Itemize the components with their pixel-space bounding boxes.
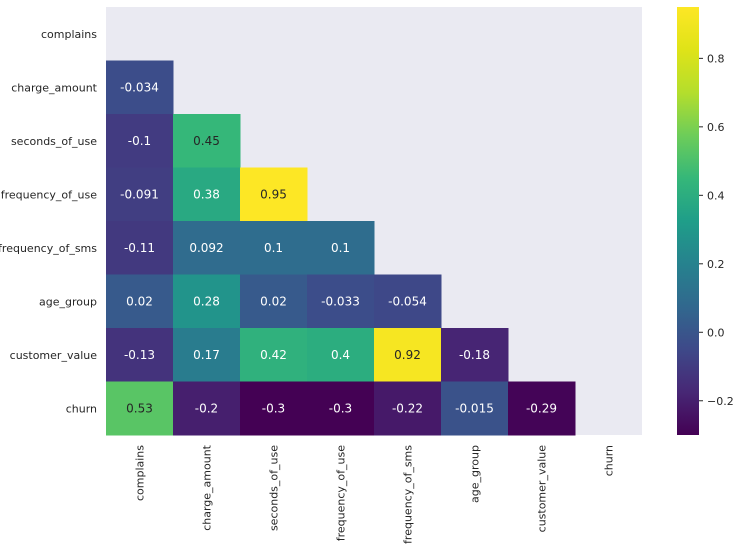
row-tick-label: customer_value <box>10 349 98 362</box>
heatmap-cell <box>173 381 241 436</box>
cell-value-label: -0.29 <box>526 401 557 415</box>
heatmap-cell <box>173 221 241 275</box>
cell-value-label: -0.015 <box>455 401 494 415</box>
heatmap-cell <box>240 221 308 275</box>
row-tick-label: frequency_of_use <box>1 188 97 201</box>
heatmap-cell <box>307 328 375 382</box>
column-tick-label: customer_value <box>536 445 549 533</box>
heatmap-cell <box>106 114 174 168</box>
cell-value-label: 0.42 <box>260 348 287 362</box>
heatmap-cell <box>106 328 174 382</box>
column-tick-label: charge_amount <box>201 444 214 530</box>
heatmap-cell <box>106 381 174 436</box>
cell-value-labels: -0.034 -0.1 0.45 -0.091 0.38 0.95 -0.11 0.092 0.… <box>120 80 557 415</box>
cell-value-label: 0.02 <box>126 294 153 308</box>
row-tick-label: age_group <box>39 295 97 308</box>
heatmap-cell <box>374 274 442 329</box>
heatmap-cell <box>173 114 241 168</box>
cell-value-label: 0.95 <box>260 187 287 201</box>
cell-value-label: 0.1 <box>331 241 350 255</box>
colorbar-tick-label: 0.6 <box>707 121 725 134</box>
cell-value-label: -0.11 <box>124 241 155 255</box>
row-tick-label: charge_amount <box>11 81 97 94</box>
row-tick-label: frequency_of_sms <box>0 242 97 255</box>
cell-value-label: -0.13 <box>124 348 155 362</box>
cell-value-label: 0.45 <box>193 134 220 148</box>
column-tick-labels: complains charge_amount seconds_of_use freq… <box>134 444 616 544</box>
column-tick-label: complains <box>134 445 147 501</box>
heatmap-cell <box>240 381 308 436</box>
heatmap-cell <box>240 167 308 222</box>
cell-value-label: 0.92 <box>394 348 421 362</box>
cell-value-label: -0.3 <box>262 401 285 415</box>
heatmap-cell <box>173 274 241 329</box>
cell-value-label: -0.033 <box>321 294 360 308</box>
heatmap-cells <box>106 60 576 436</box>
heatmap-cell <box>374 381 442 436</box>
column-tick-label: frequency_of_sms <box>402 445 415 544</box>
heatmap-cell <box>307 221 375 275</box>
heatmap-cell <box>240 274 308 329</box>
row-tick-label: churn <box>66 402 97 415</box>
cell-value-label: 0.1 <box>264 241 283 255</box>
heatmap-cell <box>173 328 241 382</box>
row-tick-label: complains <box>41 28 97 41</box>
cell-value-label: 0.53 <box>126 401 153 415</box>
heatmap-cell <box>106 60 174 115</box>
column-tick-label: churn <box>603 445 616 476</box>
cell-value-label: 0.02 <box>260 294 287 308</box>
heatmap-cell <box>374 328 442 382</box>
cell-value-label: -0.22 <box>392 401 423 415</box>
colorbar <box>677 7 699 435</box>
cell-value-label: -0.18 <box>459 348 490 362</box>
heatmap-cell <box>173 167 241 222</box>
colorbar-tick-label: 0.0 <box>707 326 725 339</box>
column-tick-label: age_group <box>469 445 482 503</box>
heatmap-cell <box>106 167 174 222</box>
heatmap-cell <box>307 381 375 436</box>
column-tick-label: seconds_of_use <box>268 445 281 531</box>
cell-value-label: -0.034 <box>120 80 159 94</box>
heatmap-cell <box>441 328 509 382</box>
colorbar-ticks: −0.2 0.0 0.2 0.4 0.6 0.8 <box>699 52 734 408</box>
colorbar-tick-label: 0.4 <box>707 189 725 202</box>
colorbar-tick-label: −0.2 <box>707 395 734 408</box>
heatmap-cell <box>307 274 375 329</box>
heatmap-cell <box>106 274 174 329</box>
colorbar-tick-label: 0.8 <box>707 52 725 65</box>
cell-value-label: 0.17 <box>193 348 220 362</box>
heatmap-cell <box>106 221 174 275</box>
cell-value-label: -0.3 <box>329 401 352 415</box>
cell-value-label: -0.091 <box>120 187 159 201</box>
cell-value-label: -0.054 <box>388 294 427 308</box>
row-tick-label: seconds_of_use <box>11 135 97 148</box>
heatmap-cell <box>441 381 509 436</box>
row-tick-labels: complains charge_amount seconds_of_usefreq… <box>0 28 98 416</box>
cell-value-label: 0.38 <box>193 187 220 201</box>
cell-value-label: 0.092 <box>189 241 223 255</box>
cell-value-label: -0.1 <box>128 134 151 148</box>
heatmap-cell <box>240 328 308 382</box>
cell-value-label: 0.4 <box>331 348 350 362</box>
heatmap-cell <box>508 381 576 436</box>
cell-value-label: -0.2 <box>195 401 218 415</box>
cell-value-label: 0.28 <box>193 294 220 308</box>
column-tick-label: frequency_of_use <box>335 445 348 541</box>
colorbar-tick-label: 0.2 <box>707 258 725 271</box>
